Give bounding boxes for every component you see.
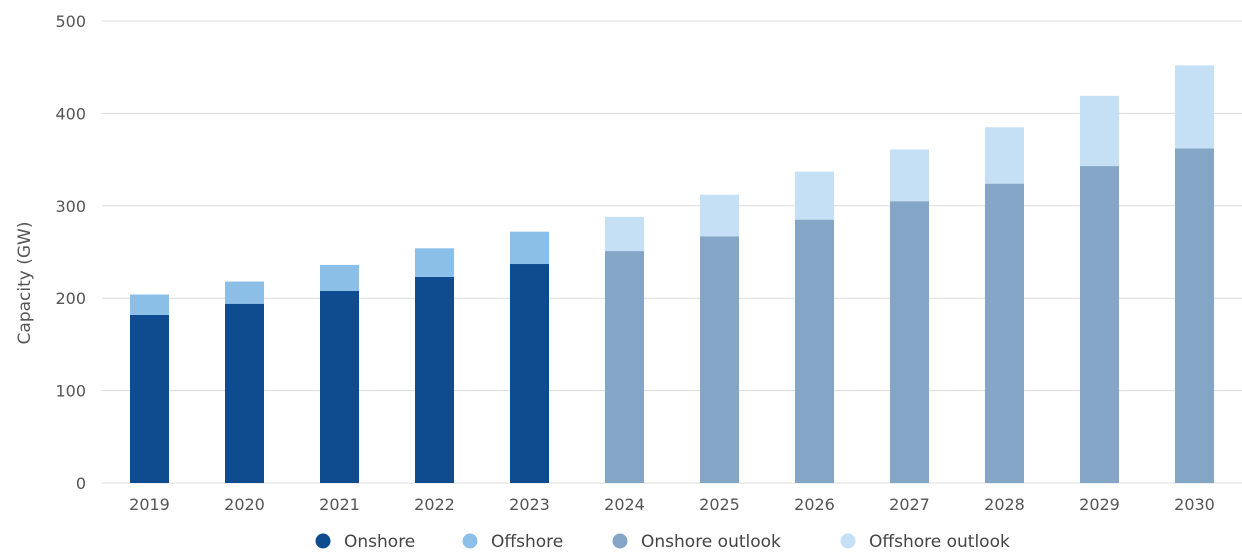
bar-onshore-outlook-2029 — [1080, 166, 1119, 483]
legend-label: Onshore — [344, 532, 415, 552]
legend-item-offshore-outlook: Offshore outlook — [840, 532, 1010, 552]
y-tick-label: 500 — [55, 12, 86, 31]
x-tick-label: 2019 — [129, 495, 170, 514]
bar-offshore-outlook-2025 — [700, 194, 739, 237]
gridlines — [102, 20, 1242, 484]
legend-item-offshore: Offshore — [462, 532, 563, 552]
bar-onshore-2023 — [510, 264, 549, 483]
bar-onshore-outlook-2027 — [890, 201, 929, 483]
legend-item-onshore-outlook: Onshore outlook — [612, 532, 781, 552]
bar-offshore-2022 — [415, 248, 454, 277]
bar-offshore-outlook-2029 — [1080, 95, 1119, 167]
bar-offshore-outlook-2024 — [605, 216, 644, 252]
bar-onshore-outlook-2025 — [700, 236, 739, 483]
y-axis-title: Capacity (GW) — [15, 222, 35, 345]
bar-onshore-outlook-2026 — [795, 219, 834, 483]
legend-label: Onshore outlook — [641, 532, 781, 552]
y-tick-label: 0 — [76, 474, 86, 493]
y-tick-label: 300 — [55, 197, 86, 216]
x-tick-label: 2028 — [984, 495, 1025, 514]
y-tick-label: 100 — [55, 382, 86, 401]
legend: Onshore Offshore Onshore outlook Offshore o… — [315, 532, 1010, 552]
y-tick-label: 200 — [55, 289, 86, 308]
bar-onshore-2020 — [225, 303, 264, 483]
bar-onshore-outlook-2030 — [1175, 148, 1214, 483]
y-tick-label: 400 — [55, 104, 86, 123]
bar-offshore-2019 — [130, 294, 169, 315]
legend-marker — [612, 533, 628, 549]
x-tick-label: 2025 — [699, 495, 740, 514]
legend-marker — [840, 533, 856, 549]
legend-label: Offshore — [491, 532, 563, 552]
x-tick-label: 2027 — [889, 495, 930, 514]
x-tick-label: 2026 — [794, 495, 835, 514]
bar-offshore-outlook-2027 — [890, 149, 929, 202]
bar-onshore-2019 — [130, 314, 169, 483]
bar-offshore-outlook-2028 — [985, 127, 1024, 184]
x-tick-label: 2022 — [414, 495, 455, 514]
bar-onshore-2021 — [320, 290, 359, 483]
x-tick-label: 2030 — [1174, 495, 1215, 514]
x-tick-label: 2029 — [1079, 495, 1120, 514]
x-tick-label: 2021 — [319, 495, 360, 514]
bar-onshore-outlook-2024 — [605, 251, 644, 483]
legend-marker — [315, 533, 331, 549]
bar-offshore-2020 — [225, 281, 264, 304]
bar-offshore-outlook-2026 — [795, 171, 834, 220]
legend-item-onshore: Onshore — [315, 532, 415, 552]
bar-onshore-2022 — [415, 276, 454, 483]
x-tick-label: 2023 — [509, 495, 550, 514]
y-axis-ticks: 0 100 200 300 400 500 — [55, 12, 86, 493]
bar-offshore-2021 — [320, 264, 359, 291]
bar-offshore-2023 — [510, 231, 549, 265]
legend-marker — [462, 533, 478, 549]
bars — [130, 65, 1214, 483]
x-tick-label: 2020 — [224, 495, 265, 514]
legend-label: Offshore outlook — [869, 532, 1010, 552]
x-tick-label: 2024 — [604, 495, 645, 514]
x-axis-ticks: 2019 2020 2021 2022 2023 2024 2025 2026 2027 2028… — [129, 495, 1215, 514]
bar-offshore-outlook-2030 — [1175, 65, 1214, 149]
bar-onshore-outlook-2028 — [985, 183, 1024, 483]
